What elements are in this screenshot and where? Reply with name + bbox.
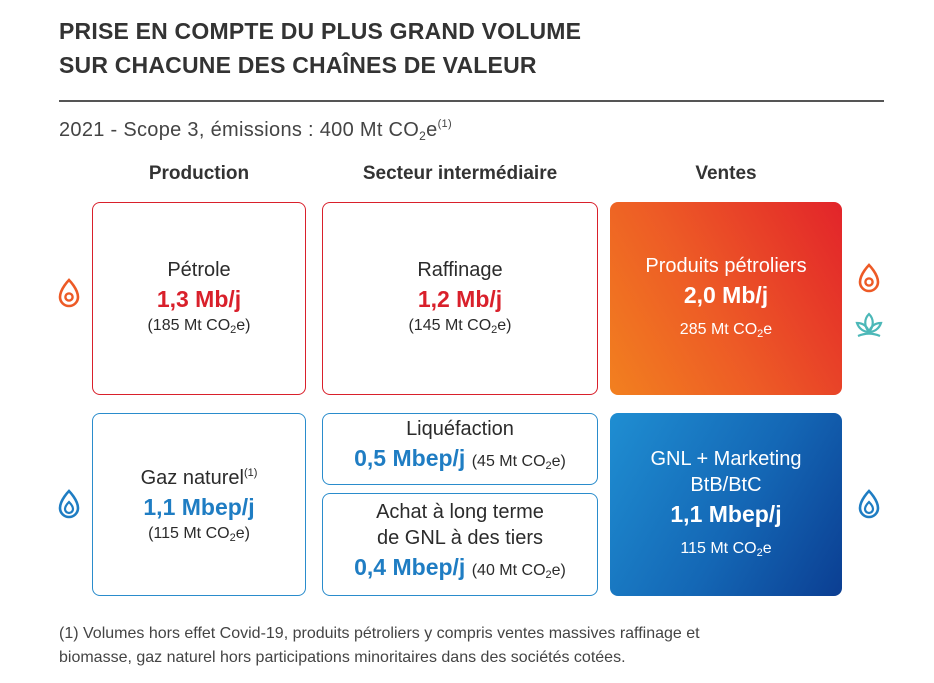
gas-flame-icon [858, 489, 880, 519]
lng-marketing-emissions: 115 Mt CO2e [680, 539, 772, 559]
page-title: PRISE EN COMPTE DU PLUS GRAND VOLUME SUR… [59, 14, 879, 82]
lng-purchase-box: Achat à long terme de GNL à des tiers 0,… [322, 493, 598, 596]
lng-marketing-box: GNL + Marketing BtB/BtC 1,1 Mbep/j 115 M… [610, 413, 842, 596]
lng-marketing-label-2: BtB/BtC [690, 473, 762, 496]
oil-production-label: Pétrole [167, 258, 231, 281]
subtitle: 2021 - Scope 3, émissions : 400 Mt CO2e(… [59, 118, 452, 143]
oil-flame-icon [858, 263, 880, 293]
petroleum-products-value: 2,0 Mb/j [683, 281, 769, 308]
liquefaction-value-line: 0,5 Mbep/j (45 Mt CO2e) [354, 442, 566, 482]
refining-label: Raffinage [417, 258, 503, 281]
liquefaction-emissions: (45 Mt CO2e) [471, 453, 566, 472]
refining-value: 1,2 Mb/j [417, 285, 503, 312]
oil-production-box: Pétrole 1,3 Mb/j (185 Mt CO2e) [92, 202, 306, 395]
lng-purchase-value-line: 0,4 Mbep/j (40 Mt CO2e) [354, 551, 566, 591]
natural-gas-value: 1,1 Mbep/j [143, 494, 255, 520]
footnote-line-1: (1) Volumes hors effet Covid-19, produit… [59, 625, 700, 642]
gas-flame-icon [58, 489, 80, 519]
title-line-2: SUR CHACUNE DES CHAÎNES DE VALEUR [59, 52, 537, 78]
lng-purchase-label-2: de GNL à des tiers [376, 526, 543, 549]
oil-production-emissions: (185 Mt CO2e) [147, 316, 251, 336]
natural-gas-label: Gaz naturel(1) [140, 467, 258, 489]
lng-purchase-label-1: Achat à long terme [376, 500, 544, 523]
natural-gas-emissions: (115 Mt CO2e) [148, 525, 250, 544]
column-header-production: Production [148, 163, 250, 184]
column-header-intermediate: Secteur intermédiaire [362, 163, 558, 184]
liquefaction-box: Liquéfaction 0,5 Mbep/j (45 Mt CO2e) [322, 413, 598, 485]
refining-box: Raffinage 1,2 Mb/j (145 Mt CO2e) [322, 202, 598, 395]
biomass-leaf-icon [855, 312, 883, 338]
oil-production-value: 1,3 Mb/j [156, 285, 242, 312]
title-line-1: PRISE EN COMPTE DU PLUS GRAND VOLUME [59, 18, 582, 44]
petroleum-products-emissions: 285 Mt CO2e [679, 320, 773, 340]
liquefaction-value: 0,5 Mbep/j [354, 445, 466, 471]
column-header-sales: Ventes [695, 163, 757, 184]
oil-flame-icon [58, 278, 80, 308]
natural-gas-production-box: Gaz naturel(1) 1,1 Mbep/j (115 Mt CO2e) [92, 413, 306, 596]
petroleum-products-label: Produits pétroliers [645, 254, 807, 277]
liquefaction-label: Liquéfaction [406, 418, 514, 440]
lng-purchase-emissions: (40 Mt CO2e) [471, 561, 566, 581]
petroleum-products-box: Produits pétroliers 2,0 Mb/j 285 Mt CO2e [610, 202, 842, 395]
refining-emissions: (145 Mt CO2e) [408, 316, 512, 336]
title-divider [59, 100, 884, 102]
footnote-line-2: biomasse, gaz naturel hors participation… [59, 649, 626, 666]
lng-purchase-value: 0,4 Mbep/j [354, 553, 466, 580]
lng-marketing-value: 1,1 Mbep/j [670, 500, 782, 527]
lng-marketing-label-1: GNL + Marketing [650, 447, 802, 470]
footnote: (1) Volumes hors effet Covid-19, produit… [59, 622, 889, 670]
